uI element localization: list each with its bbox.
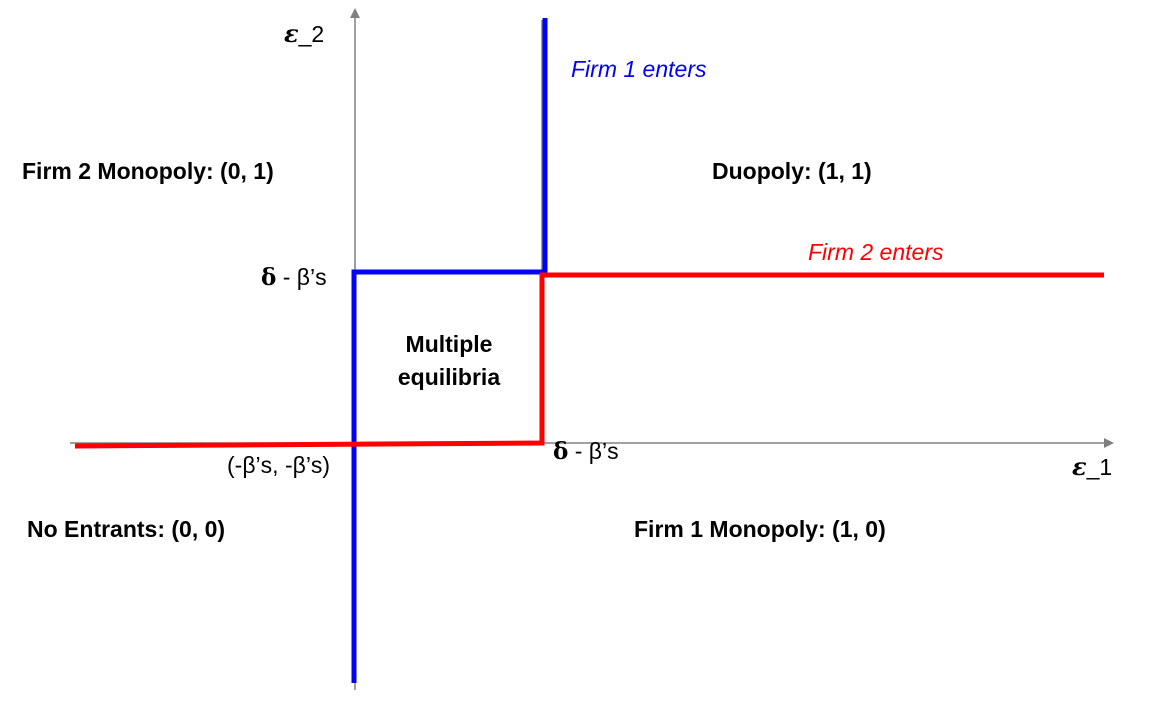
firm1-monopoly-label: Firm 1 Monopoly: (1, 0) xyxy=(634,516,886,542)
firm2-entry-boundary xyxy=(74,272,1104,449)
origin-label: (-β’s, -β’s) xyxy=(227,452,330,478)
duopoly-label: Duopoly: (1, 1) xyxy=(712,158,872,184)
multiple-equilibria-line2: equilibria xyxy=(398,364,500,390)
firm2-enters-label: Firm 2 enters xyxy=(808,239,944,265)
y-threshold-label: δ - β’s xyxy=(261,264,327,291)
x-threshold-label: δ - β’s xyxy=(553,438,619,465)
firm1-enters-label: Firm 1 enters xyxy=(571,56,707,82)
y-axis-label: ε_2 xyxy=(284,19,324,48)
x-axis-label: ε_1 xyxy=(1072,452,1112,481)
firm2-monopoly-label: Firm 2 Monopoly: (0, 1) xyxy=(22,158,274,184)
no-entrants-label: No Entrants: (0, 0) xyxy=(27,516,225,542)
multiple-equilibria-line1: Multiple xyxy=(406,331,493,357)
firm1-entry-boundary xyxy=(351,18,548,683)
